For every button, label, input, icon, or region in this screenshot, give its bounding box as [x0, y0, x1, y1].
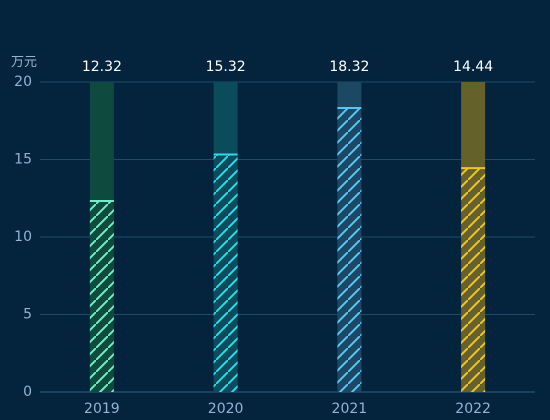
value-label: 15.32: [206, 59, 246, 75]
x-axis-ticks: 2019 2020 2021 2022: [84, 401, 491, 417]
bar-2019: [89, 201, 114, 392]
value-labels: 12.32 15.32 18.32 14.44: [82, 59, 493, 75]
value-label: 12.32: [82, 59, 122, 75]
bar-2020: [213, 154, 238, 392]
bar-2021: [337, 108, 362, 392]
y-tick-label: 10: [14, 229, 32, 245]
y-tick-label: 20: [14, 74, 32, 90]
y-axis-ticks: 0 5 10 15 20: [14, 74, 32, 400]
x-tick-label: 2020: [208, 401, 244, 417]
y-tick-label: 15: [14, 152, 32, 168]
bars: [89, 82, 486, 392]
x-tick-label: 2019: [84, 401, 120, 417]
grid-layer: [40, 81, 535, 393]
y-tick-label: 5: [23, 307, 32, 323]
value-label: 18.32: [329, 59, 369, 75]
value-label: 14.44: [453, 59, 493, 75]
bar-2022: [461, 168, 486, 392]
x-tick-label: 2021: [332, 401, 368, 417]
y-axis-unit-label: 万元: [11, 55, 37, 70]
x-tick-label: 2022: [455, 401, 491, 417]
y-tick-label: 0: [23, 384, 32, 400]
